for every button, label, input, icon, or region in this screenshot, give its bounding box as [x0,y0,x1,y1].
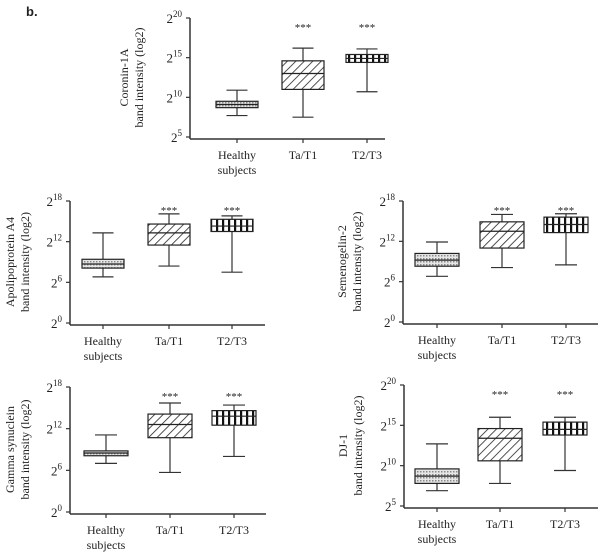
significance-label: *** [295,22,312,34]
x-tick-label: subjects [418,348,457,362]
y-tick-label: 212 [380,232,396,249]
y-tick-label: 210 [167,88,183,105]
x-tick-label: T2/T3 [550,517,580,531]
x-tick-label: Healthy [418,517,456,531]
x-tick-label: Ta/T1 [486,517,514,531]
y-axis-label: band intensity (log2) [351,396,365,496]
x-tick-label: Healthy [418,333,456,347]
significance-label: *** [557,389,574,401]
x-tick-label: Ta/T1 [488,333,516,347]
chart-panel: 220 215 210 25 DJ-1 band intensity (log2) Heal… [336,376,598,546]
x-tick-label: T2/T3 [219,523,249,537]
y-tick-label: 218 [47,378,63,395]
y-tick-label: 218 [47,192,63,209]
y-tick-label: 212 [47,420,63,437]
significance-label: *** [558,205,575,217]
significance-label: *** [492,389,509,401]
y-axis-label: band intensity (log2) [18,212,32,312]
box [147,223,191,246]
x-tick-label: subjects [84,349,123,363]
y-axis-label: band intensity (log2) [132,28,146,128]
chart-panel: 218 212 26 20 Semenogelin-2 band intensity (l… [335,192,598,362]
y-axis-label: band intensity (log2) [350,212,364,312]
x-tick-label: T2/T3 [352,148,382,162]
significance-label: *** [161,205,178,217]
x-tick-label: Healthy [218,148,256,162]
y-tick-label: 26 [384,273,396,290]
box [477,427,523,462]
y-tick-label: 20 [384,313,396,330]
x-tick-label: T2/T3 [551,333,581,347]
significance-label: *** [359,22,376,34]
y-tick-label: 26 [51,461,63,478]
y-tick-label: 212 [47,233,63,250]
x-tick-label: Healthy [84,334,122,348]
box [542,421,588,436]
box [210,218,254,233]
x-tick-label: Healthy [87,523,125,537]
y-axis-label: Gamma synuclein [3,406,17,493]
box [147,413,193,439]
y-tick-label: 210 [381,457,397,474]
y-tick-label: 20 [51,503,63,520]
x-tick-label: Ta/T1 [155,334,183,348]
significance-label: *** [226,391,243,403]
box [211,410,257,426]
y-tick-label: 20 [51,314,63,331]
chart-panel: 218 212 26 20 Apolipoprotein A4 band intensit… [3,192,265,363]
y-tick-label: 25 [171,128,183,145]
y-tick-label: 215 [381,416,397,433]
significance-label: *** [494,205,511,217]
chart-panel: 220 215 210 25 Coronin-1A band intensity (log… [117,9,389,177]
x-tick-label: subjects [218,163,257,177]
significance-label: *** [162,391,179,403]
y-axis-label: Apolipoprotein A4 [3,217,17,307]
significance-label: *** [224,205,241,217]
y-axis-label: DJ-1 [336,434,350,457]
y-axis-label: Coronin-1A [117,48,131,106]
x-tick-label: subjects [418,532,457,546]
box [479,221,525,249]
y-tick-label: 26 [51,273,63,290]
box [281,60,325,90]
y-axis-label: band intensity (log2) [18,400,32,500]
chart-panel: 218 212 26 20 Gamma synuclein band intensity … [3,378,266,552]
x-tick-label: Ta/T1 [289,148,317,162]
panel-label: b. [26,4,38,19]
y-tick-label: 220 [167,9,183,26]
y-tick-label: 218 [380,192,396,209]
x-tick-label: T2/T3 [217,334,247,348]
x-tick-label: subjects [87,538,126,552]
y-tick-label: 215 [167,49,183,66]
y-tick-label: 25 [385,497,397,514]
y-axis-label: Semenogelin-2 [335,225,349,298]
y-tick-label: 220 [381,376,397,393]
x-tick-label: Ta/T1 [156,523,184,537]
